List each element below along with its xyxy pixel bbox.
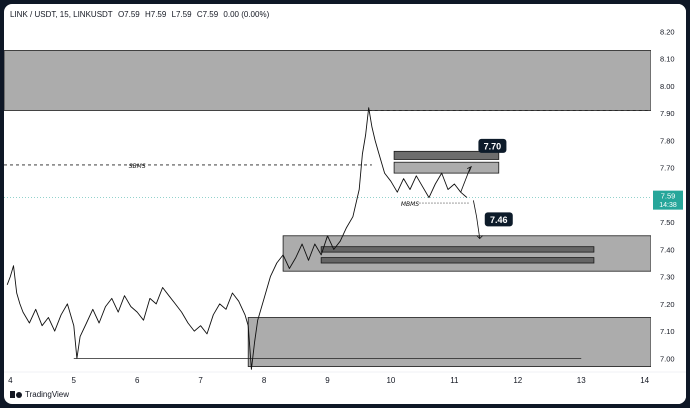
arrow-down-icon — [476, 235, 484, 240]
chart-window: LINK / USDT, 15, LINKUSDT O7.59 H7.59 L7… — [4, 4, 686, 404]
price-tick-label: 7.20 — [660, 300, 675, 309]
price-tick-label: 7.80 — [660, 136, 675, 145]
zone-box[interactable] — [320, 246, 595, 253]
price-tick-label: 7.10 — [660, 327, 675, 336]
price-tick-label: 7.50 — [660, 218, 675, 227]
projection-up-path[interactable] — [460, 167, 471, 193]
current-price-value: 7.59 — [661, 192, 676, 201]
time-tick-label: 12 — [513, 376, 522, 385]
time-tick-label: 7 — [198, 376, 203, 385]
time-tick-label: 11 — [450, 376, 459, 385]
tradingview-branding[interactable]: TradingView — [10, 390, 69, 399]
target-badge-label: 7.70 — [484, 141, 502, 151]
ohlc-high: H7.59 — [144, 10, 167, 19]
current-price-badge — [653, 190, 683, 210]
price-tick-label: 8.00 — [660, 82, 675, 91]
price-tick-label: 7.40 — [660, 245, 675, 254]
price-tick-label: 7.70 — [660, 164, 675, 173]
time-tick-label: 10 — [386, 376, 395, 385]
zone-box[interactable] — [393, 150, 500, 160]
time-tick-label: 13 — [577, 376, 586, 385]
level-label: MBMS — [401, 201, 419, 208]
target-badge[interactable] — [478, 138, 507, 153]
time-tick-label: 14 — [640, 376, 649, 385]
price-chart[interactable]: SBMS MBMS 7.70 7.46 7.00 7.10 7.20 7.30 7.40 7.50… — [4, 4, 686, 404]
zone-box[interactable] — [393, 161, 500, 174]
symbol-title[interactable]: LINK / USDT, 15, LINKUSDT — [10, 10, 113, 19]
arrow-up-icon — [467, 165, 472, 172]
price-tick-label: 7.00 — [660, 354, 675, 363]
tradingview-name: TradingView — [25, 390, 70, 399]
bar-countdown: 14:38 — [659, 202, 677, 209]
target-badge[interactable] — [484, 212, 513, 227]
time-tick-label: 6 — [135, 376, 140, 385]
time-tick-label: 5 — [72, 376, 77, 385]
price-tick-label: 8.10 — [660, 55, 675, 64]
price-tick-label: 7.30 — [660, 273, 675, 282]
ohlc-close: C7.59 — [196, 10, 219, 19]
zone-box[interactable] — [320, 257, 595, 264]
ohlc-open: O7.59 — [117, 10, 140, 19]
time-tick-label: 8 — [262, 376, 267, 385]
zone-box[interactable] — [282, 235, 652, 272]
zone-box[interactable] — [247, 317, 652, 367]
time-tick-label: 4 — [8, 376, 13, 385]
price-tick-label: 7.90 — [660, 109, 675, 118]
price-tick-label: 8.20 — [660, 27, 675, 36]
ohlc-change: 0.00 (0.00%) — [223, 10, 270, 19]
price-line[interactable] — [6, 107, 468, 370]
symbol-header: LINK / USDT, 15, LINKUSDT O7.59 H7.59 L7… — [10, 10, 272, 19]
level-label: SBMS — [129, 163, 146, 170]
time-tick-label: 9 — [325, 376, 330, 385]
target-badge-label: 7.46 — [490, 215, 508, 225]
ohlc-low: L7.59 — [171, 10, 192, 19]
tradingview-logo-icon — [10, 391, 22, 398]
zone-box[interactable] — [4, 50, 652, 111]
projection-down-path[interactable] — [472, 200, 481, 239]
